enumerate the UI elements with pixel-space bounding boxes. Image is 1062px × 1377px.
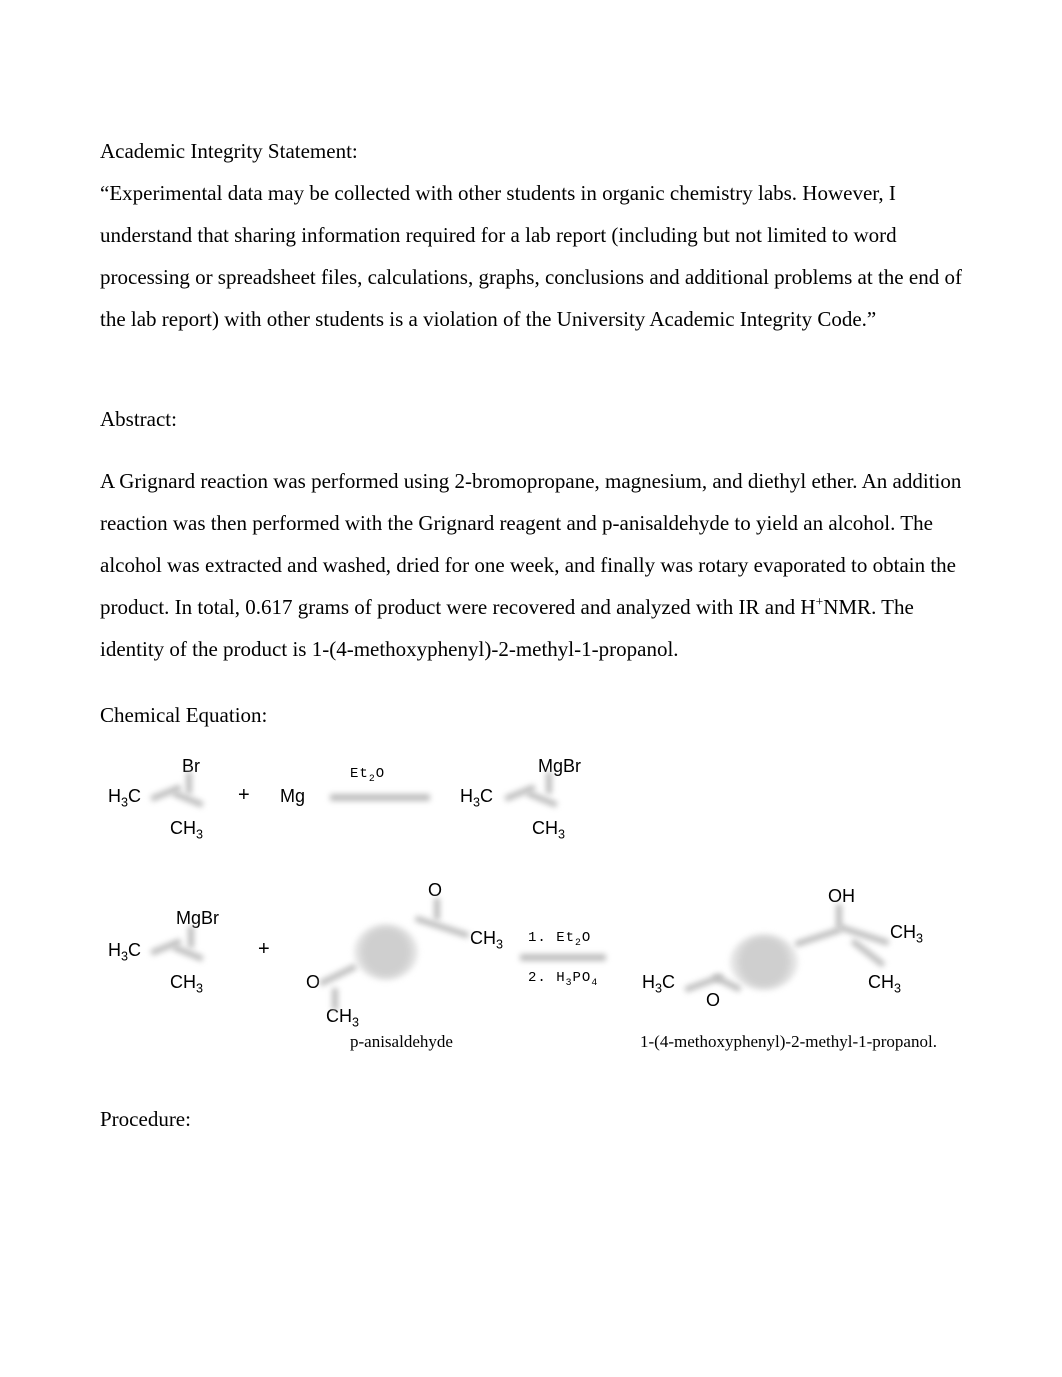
- document-page: Academic Integrity Statement: “Experimen…: [0, 0, 1062, 1377]
- label-ch3-p2: CH3: [868, 972, 901, 993]
- cond-1: 1. Et2O: [528, 930, 591, 946]
- scheme-row-1: Br H3C CH3 + Mg Et2O MgBr H3C CH3: [100, 748, 960, 868]
- label-o-p: O: [706, 990, 720, 1011]
- label-h3c-3: H3C: [108, 940, 141, 961]
- label-mg: Mg: [280, 786, 305, 807]
- plus-1: +: [238, 784, 250, 807]
- label-ch3: CH3: [170, 818, 203, 839]
- caption-product: 1-(4-methoxyphenyl)-2-methyl-1-propanol.: [640, 1032, 937, 1052]
- label-ch3-ald: CH3: [470, 928, 503, 949]
- scheme-row-2: MgBr H3C CH3 + O CH3 O CH3 p-anisaldehyd…: [100, 880, 960, 1080]
- label-ch3-ome: CH3: [326, 1006, 359, 1027]
- chemeq-heading: Chemical Equation:: [100, 694, 962, 736]
- abstract-body: A Grignard reaction was performed using …: [100, 460, 962, 670]
- label-o-methoxy: O: [306, 972, 320, 993]
- integrity-body: “Experimental data may be collected with…: [100, 172, 962, 340]
- label-mgbr: MgBr: [538, 756, 581, 777]
- plus-2: +: [258, 938, 270, 961]
- label-ch3-3: CH3: [170, 972, 203, 993]
- caption-anisaldehyde: p-anisaldehyde: [350, 1032, 453, 1052]
- label-mgbr-2: MgBr: [176, 908, 219, 929]
- label-h3c-p: H3C: [642, 972, 675, 993]
- procedure-heading: Procedure:: [100, 1098, 962, 1140]
- label-ch3-2: CH3: [532, 818, 565, 839]
- cond-2: 2. H3PO4: [528, 970, 598, 986]
- label-h3c-2: H3C: [460, 786, 493, 807]
- cond-et2o: Et2O: [350, 766, 385, 782]
- abstract-heading: Abstract:: [100, 398, 962, 440]
- label-ch3-p1: CH3: [890, 922, 923, 943]
- integrity-heading: Academic Integrity Statement:: [100, 130, 962, 172]
- label-h3c: H3C: [108, 786, 141, 807]
